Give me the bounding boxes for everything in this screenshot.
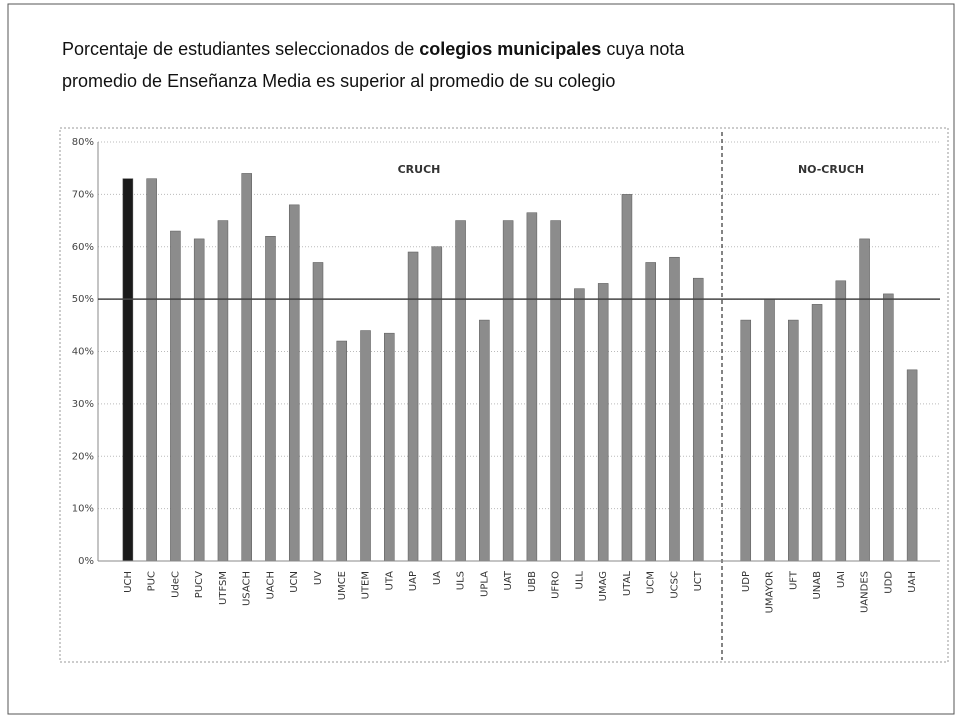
bar — [193, 238, 205, 562]
y-tick-label: 0% — [78, 556, 94, 567]
x-tick-label: UTFSM — [218, 571, 229, 605]
x-tick-label: UFT — [788, 570, 799, 590]
bar — [217, 220, 229, 562]
chart-area — [59, 127, 949, 663]
chart-title: Porcentaje de estudiantes seleccionados … — [62, 39, 685, 59]
bar — [526, 212, 538, 562]
x-tick-label: UA — [432, 571, 443, 585]
x-tick-label: UV — [313, 571, 324, 585]
bar — [811, 304, 823, 562]
y-tick-label: 20% — [72, 451, 94, 462]
bar — [835, 280, 847, 562]
y-tick-label: 40% — [72, 347, 94, 358]
x-tick-label: UTEM — [361, 571, 372, 599]
x-tick-label: UAP — [408, 571, 419, 591]
x-tick-label: UMAYOR — [765, 571, 776, 613]
x-tick-label: UdeC — [170, 571, 181, 598]
bar — [479, 319, 490, 562]
x-tick-label: UDP — [741, 571, 752, 592]
bar — [502, 220, 514, 562]
bar — [288, 204, 300, 562]
bar — [764, 298, 775, 562]
bar — [645, 262, 656, 562]
x-tick-label: USACH — [242, 571, 253, 606]
bar — [241, 173, 252, 562]
x-tick-label: ULS — [456, 571, 467, 590]
y-tick-label: 70% — [72, 189, 94, 200]
bar — [170, 230, 181, 562]
bar — [265, 236, 276, 562]
bar — [431, 246, 443, 562]
bar — [550, 220, 561, 562]
bar — [859, 238, 870, 562]
bar — [740, 319, 752, 562]
x-tick-label: UCM — [646, 571, 657, 594]
chart-title: promedio de Enseñanza Media es superior … — [62, 71, 615, 91]
y-tick-label: 10% — [72, 504, 94, 515]
bar — [407, 251, 419, 562]
bar — [384, 332, 395, 562]
bar — [122, 178, 134, 562]
bar — [312, 262, 324, 562]
x-tick-label: UMAG — [598, 571, 609, 601]
x-tick-label: UTAL — [622, 571, 633, 596]
bar — [574, 288, 585, 562]
x-tick-label: PUCV — [194, 571, 205, 598]
x-tick-label: UMCE — [337, 571, 348, 600]
bar — [692, 277, 704, 562]
x-tick-label: UDD — [883, 571, 894, 594]
x-tick-label: UFRO — [551, 571, 562, 599]
bar — [621, 194, 633, 562]
bar — [336, 340, 348, 562]
x-tick-label: UAT — [503, 570, 514, 590]
x-tick-label: PUC — [147, 571, 158, 591]
y-tick-label: 80% — [72, 137, 94, 148]
y-tick-label: 60% — [72, 242, 94, 253]
title-segment: Porcentaje de estudiantes seleccionados … — [62, 39, 419, 59]
group-label: CRUCH — [398, 163, 441, 176]
bar — [146, 178, 157, 562]
x-tick-label: UPLA — [479, 571, 490, 597]
x-tick-label: UCSC — [669, 571, 680, 599]
title-segment: cuya nota — [601, 39, 685, 59]
x-tick-label: UNAB — [812, 571, 823, 600]
bar — [360, 330, 371, 562]
bar — [455, 220, 466, 562]
title-segment: colegios municipales — [419, 39, 601, 59]
x-tick-label: UCT — [693, 570, 704, 591]
bar — [788, 319, 799, 562]
x-tick-label: ULL — [574, 571, 585, 590]
x-tick-label: UCN — [289, 571, 300, 593]
x-tick-label: UTA — [384, 571, 395, 591]
x-tick-label: UACH — [265, 571, 276, 600]
y-tick-label: 30% — [72, 399, 94, 410]
bar — [597, 283, 609, 562]
x-tick-label: UCH — [123, 571, 134, 593]
title-segment: promedio de Enseñanza Media es superior … — [62, 71, 615, 91]
bar — [669, 256, 680, 562]
x-tick-label: UANDES — [860, 571, 871, 613]
bar — [906, 369, 918, 562]
x-tick-label: UAI — [836, 571, 847, 588]
bar — [883, 293, 894, 562]
x-tick-label: UAH — [907, 571, 918, 593]
y-tick-label: 50% — [72, 294, 94, 305]
x-tick-label: UBB — [527, 571, 538, 592]
group-label: NO-CRUCH — [798, 163, 864, 176]
